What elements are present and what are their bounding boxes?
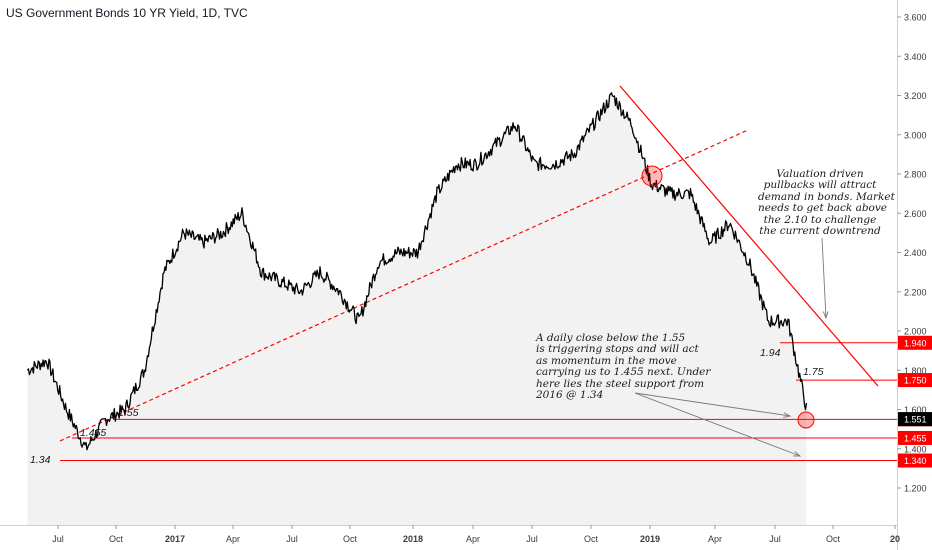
highlight-circle-break bbox=[641, 165, 663, 187]
x-tick-label: Jul bbox=[526, 534, 538, 544]
y-tick-label: 2.800 bbox=[904, 170, 927, 180]
level-annotation: 1.455 bbox=[80, 427, 106, 439]
x-tick-label: Apr bbox=[226, 534, 240, 544]
current-value-badge bbox=[898, 412, 932, 427]
level-badge-label: 1.340 bbox=[904, 456, 927, 466]
level-annotation: 1.34 bbox=[30, 454, 51, 466]
level-badge bbox=[898, 335, 932, 350]
x-tick-label: 2018 bbox=[403, 534, 423, 544]
chart-title: US Government Bonds 10 YR Yield, 1D, TVC bbox=[6, 6, 248, 20]
arrow-to-1550 bbox=[634, 392, 791, 417]
level-badge-label: 1.455 bbox=[904, 433, 927, 443]
y-tick-label: 2.400 bbox=[904, 248, 927, 258]
annotation-valuation: Valuation driven pullbacks will attract … bbox=[758, 168, 895, 238]
price-line bbox=[26, 92, 808, 451]
y-tick-label: 3.600 bbox=[904, 13, 927, 23]
x-tick-label: Apr bbox=[708, 534, 722, 544]
y-tick-label: 1.400 bbox=[904, 444, 927, 454]
y-tick-label: 2.200 bbox=[904, 287, 927, 297]
level-annotation: 1.94 bbox=[760, 347, 781, 359]
y-tick-label: 1.800 bbox=[904, 366, 927, 376]
arrow-to-1550-head bbox=[783, 412, 792, 418]
arrow-to-1340 bbox=[634, 392, 801, 457]
x-tick-label: Oct bbox=[343, 534, 358, 544]
y-tick-label: 3.000 bbox=[904, 130, 927, 140]
y-tick-label: 1.200 bbox=[904, 484, 927, 494]
highlight-circle-current bbox=[797, 411, 815, 429]
y-tick-label: 3.400 bbox=[904, 52, 927, 62]
arrow-valuation bbox=[821, 237, 827, 319]
x-tick-label: Oct bbox=[584, 534, 599, 544]
x-tick-label: Oct bbox=[826, 534, 841, 544]
y-tick-label: 2.600 bbox=[904, 209, 927, 219]
level-badge bbox=[898, 430, 932, 445]
y-tick-label: 2.000 bbox=[904, 327, 927, 337]
level-badge-label: 1.940 bbox=[904, 338, 927, 348]
falling-trendline bbox=[619, 85, 879, 387]
arrow-to-1340-head bbox=[792, 451, 802, 457]
annotation-daily-close: A daily close below the 1.55 is triggeri… bbox=[536, 332, 711, 402]
level-badge bbox=[898, 373, 932, 388]
y-tick-label: 3.200 bbox=[904, 91, 927, 101]
x-tick-label: 2017 bbox=[165, 534, 185, 544]
x-tick-label: Oct bbox=[109, 534, 124, 544]
price-area bbox=[27, 92, 807, 526]
level-annotation: 1.55 bbox=[118, 407, 139, 419]
level-badge-label: 1.750 bbox=[904, 376, 927, 386]
x-tick-label: Jul bbox=[769, 534, 781, 544]
x-tick-label: Jul bbox=[52, 534, 64, 544]
y-tick-label: 1.600 bbox=[904, 405, 927, 415]
x-tick-label: 20 bbox=[890, 534, 900, 544]
x-tick-label: 2019 bbox=[640, 534, 660, 544]
level-annotation: 1.75 bbox=[803, 366, 824, 378]
x-tick-label: Jul bbox=[286, 534, 298, 544]
arrow-valuation-head bbox=[822, 311, 829, 320]
x-tick-label: Apr bbox=[466, 534, 480, 544]
current-value-label: 1.551 bbox=[904, 415, 927, 425]
level-badge bbox=[898, 453, 932, 468]
